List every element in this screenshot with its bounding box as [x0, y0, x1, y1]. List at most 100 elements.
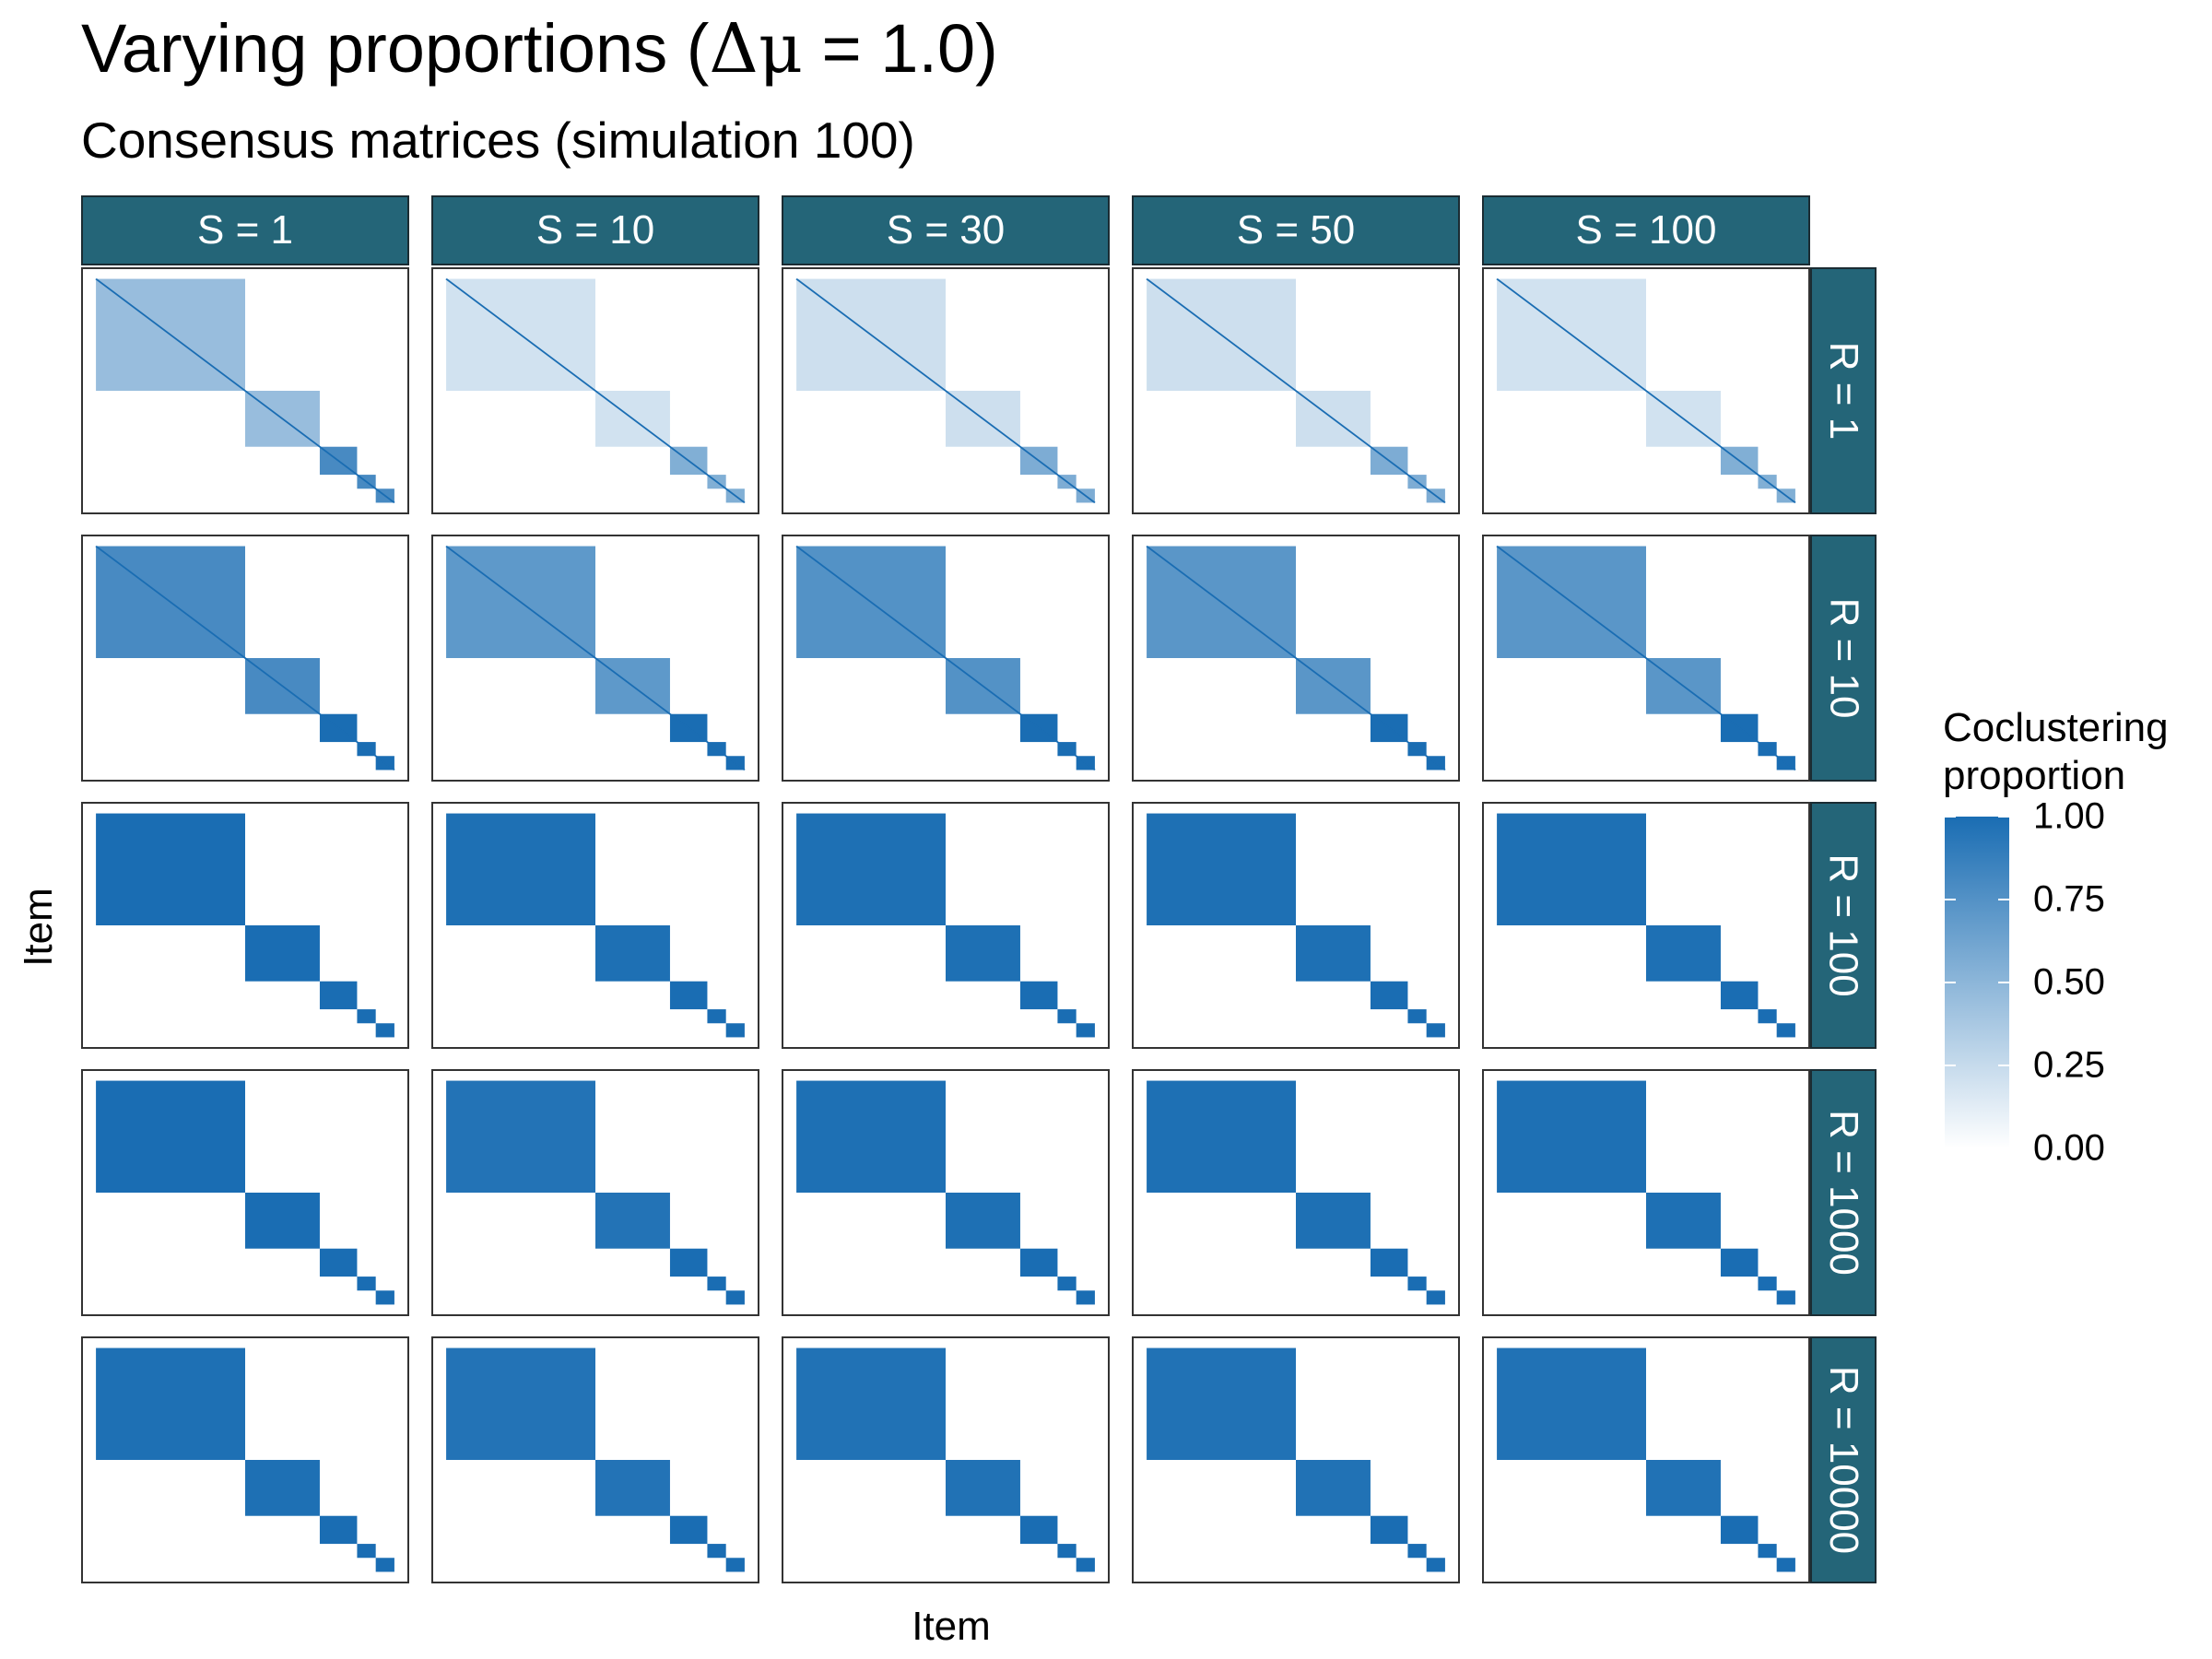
legend-tick — [1945, 899, 1956, 900]
cluster-block — [1646, 1193, 1721, 1249]
facet-column-strip: S = 30 — [782, 195, 1110, 265]
cluster-block — [1426, 1290, 1445, 1305]
cluster-block — [1646, 925, 1721, 982]
consensus-matrix-panel — [782, 802, 1110, 1049]
cluster-block — [1758, 1277, 1777, 1291]
cluster-block — [1370, 1248, 1408, 1277]
cluster-block — [1497, 1347, 1646, 1460]
facet-row-strip: R = 1 — [1810, 267, 1877, 514]
matrix-diagonal — [1146, 545, 1446, 771]
facet-row-label: R = 1000 — [1821, 1110, 1866, 1276]
consensus-matrix-panel — [1482, 535, 1810, 782]
cluster-block — [1776, 1558, 1795, 1572]
legend-tick — [1998, 899, 2009, 900]
legend-tick-label: 0.25 — [2033, 1044, 2105, 1086]
cluster-block — [357, 1277, 376, 1291]
matrix-diagonal — [795, 545, 1096, 771]
cluster-block — [1497, 1080, 1646, 1193]
cluster-block — [707, 1009, 726, 1024]
y-axis-label: Item — [16, 888, 61, 967]
consensus-matrix-panel — [782, 1069, 1110, 1316]
cluster-block — [319, 1515, 358, 1545]
cluster-block — [707, 1277, 726, 1291]
cluster-block — [375, 1290, 394, 1305]
cluster-block — [1720, 1515, 1759, 1545]
matrix-diagonal — [795, 277, 1096, 504]
cluster-block — [1776, 1290, 1795, 1305]
legend-tick — [1945, 1065, 1956, 1066]
cluster-block — [357, 1009, 376, 1024]
facet-row-label: R = 10000 — [1821, 1365, 1866, 1555]
facet-column-strip: S = 50 — [1132, 195, 1460, 265]
consensus-matrix-panel — [1132, 1336, 1460, 1583]
consensus-matrix-panel — [782, 1336, 1110, 1583]
cluster-block — [1497, 813, 1646, 925]
chart-title-suffix: = 1.0) — [802, 10, 998, 87]
chart-title-prefix: Varying proportions ( — [81, 10, 710, 87]
cluster-block — [796, 1347, 946, 1460]
facet-row-strip: R = 10000 — [1810, 1336, 1877, 1583]
legend-tick-label: 1.00 — [2033, 795, 2105, 837]
facet-row-label: R = 1 — [1821, 341, 1867, 441]
cluster-block — [1296, 1460, 1371, 1516]
x-axis-label-text: Item — [912, 1604, 991, 1649]
cluster-block — [1019, 981, 1058, 1010]
consensus-matrix-panel — [81, 535, 409, 782]
cluster-block — [946, 925, 1020, 982]
cluster-block — [1720, 1248, 1759, 1277]
matrix-diagonal — [445, 277, 746, 504]
facet-column-strip: S = 100 — [1482, 195, 1810, 265]
cluster-block — [669, 1515, 708, 1545]
facet-row-label: R = 100 — [1821, 853, 1866, 997]
consensus-matrix-panel — [81, 802, 409, 1049]
cluster-block — [1776, 1023, 1795, 1038]
consensus-matrix-panel — [1482, 802, 1810, 1049]
consensus-matrix-panel — [1482, 1336, 1810, 1583]
facet-column-label: S = 30 — [886, 207, 1006, 253]
cluster-block — [1019, 1248, 1058, 1277]
cluster-block — [1646, 1460, 1721, 1516]
cluster-block — [446, 1347, 595, 1460]
legend-tick — [1998, 816, 2009, 818]
consensus-matrix-panel — [1482, 267, 1810, 514]
cluster-block — [96, 1080, 245, 1193]
consensus-matrix-panel — [431, 535, 759, 782]
cluster-block — [1720, 981, 1759, 1010]
cluster-block — [796, 813, 946, 925]
facet-row-strip: R = 100 — [1810, 802, 1877, 1049]
legend-tick — [1998, 982, 2009, 983]
cluster-block — [96, 1347, 245, 1460]
cluster-block — [1407, 1544, 1427, 1559]
matrix-diagonal — [1146, 277, 1446, 504]
cluster-block — [595, 1193, 670, 1249]
cluster-block — [375, 1023, 394, 1038]
matrix-diagonal — [1496, 545, 1796, 771]
cluster-block — [319, 1248, 358, 1277]
cluster-block — [1426, 1023, 1445, 1038]
facet-row-strip: R = 10 — [1810, 535, 1877, 782]
legend-tick — [1945, 1147, 1956, 1149]
cluster-block — [796, 1080, 946, 1193]
cluster-block — [1758, 1544, 1777, 1559]
cluster-block — [1758, 1009, 1777, 1024]
cluster-block — [1147, 1080, 1296, 1193]
cluster-block — [245, 925, 320, 982]
facet-row-strip: R = 1000 — [1810, 1069, 1877, 1316]
cluster-block — [595, 1460, 670, 1516]
cluster-block — [1296, 925, 1371, 982]
cluster-block — [1019, 1515, 1058, 1545]
cluster-block — [1407, 1277, 1427, 1291]
consensus-matrix-panel — [431, 1069, 759, 1316]
cluster-block — [1057, 1009, 1077, 1024]
legend-tick-label: 0.00 — [2033, 1127, 2105, 1169]
consensus-matrix-panel — [782, 267, 1110, 514]
consensus-matrix-panel — [81, 1336, 409, 1583]
cluster-block — [1296, 1193, 1371, 1249]
cluster-block — [1076, 1290, 1095, 1305]
cluster-block — [1147, 813, 1296, 925]
cluster-block — [245, 1460, 320, 1516]
cluster-block — [1370, 981, 1408, 1010]
consensus-matrix-panel — [81, 1069, 409, 1316]
chart-title-symbol: Δμ — [709, 9, 803, 88]
